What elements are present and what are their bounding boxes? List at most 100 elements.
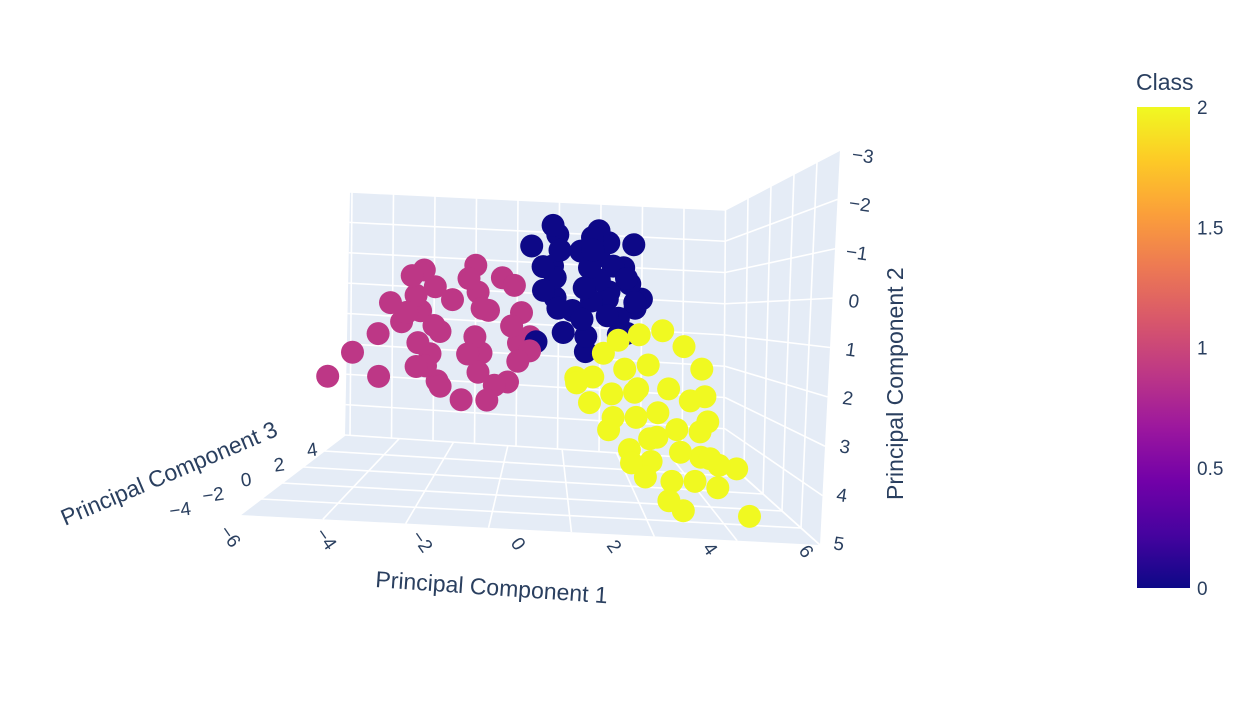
gridline <box>345 403 726 430</box>
data-point-class-0 <box>623 291 647 314</box>
data-point-class-0 <box>574 324 598 348</box>
data-point-class-1 <box>341 340 364 364</box>
gridline <box>349 191 726 211</box>
z-tick-label: 2 <box>273 454 286 476</box>
gridline <box>561 449 573 533</box>
data-point-class-2 <box>633 465 657 489</box>
data-point-class-0 <box>546 296 570 320</box>
y-tick-label: 0 <box>847 291 860 313</box>
data-point-class-0 <box>581 238 605 262</box>
colorbar-gradient <box>1137 107 1190 588</box>
y-tick-label: 4 <box>835 485 849 507</box>
colorbar-tick-label: 0.5 <box>1197 459 1223 480</box>
data-point-class-2 <box>613 357 637 381</box>
data-point-class-2 <box>657 489 681 513</box>
z-tick-label: 0 <box>240 469 253 491</box>
data-point-class-1 <box>506 349 530 373</box>
gridline <box>724 428 823 497</box>
data-point-class-1 <box>400 264 424 288</box>
data-point-class-0 <box>541 213 565 237</box>
gridline <box>724 334 831 349</box>
data-point-class-0 <box>551 321 575 344</box>
y-tick-label: −1 <box>845 242 869 266</box>
data-point-class-0 <box>548 238 572 262</box>
data-point-class-0 <box>572 276 596 300</box>
gridline <box>302 466 764 495</box>
data-point-class-2 <box>600 382 624 406</box>
data-point-class-2 <box>669 440 692 464</box>
data-point-class-2 <box>565 371 589 395</box>
data-point-class-2 <box>725 457 749 481</box>
data-point-class-1 <box>406 331 430 355</box>
data-point-class-2 <box>646 401 670 425</box>
data-point-class-2 <box>683 469 707 493</box>
gridline <box>724 198 838 242</box>
data-point-class-1 <box>475 388 499 412</box>
side-wall-pane <box>725 150 840 545</box>
data-point-class-1 <box>422 314 446 337</box>
z-axis-ticks: −4 −2 024 <box>168 439 319 522</box>
y-tick-label: 1 <box>844 339 857 361</box>
data-point-class-1 <box>395 300 419 324</box>
data-point-class-2 <box>688 420 712 444</box>
gridline <box>670 455 738 542</box>
data-point-class-1 <box>463 325 487 349</box>
x-tick-label: 4 <box>698 539 722 560</box>
data-point-class-2 <box>597 418 621 442</box>
x-tick-label: 0 <box>506 534 529 555</box>
data-points <box>316 213 761 528</box>
y-tick-label: 5 <box>832 533 845 555</box>
data-point-class-0 <box>520 234 544 258</box>
data-point-class-2 <box>636 353 660 377</box>
data-point-class-0 <box>622 233 646 257</box>
y-axis-title: Principal Component 2 <box>882 267 908 500</box>
colorbar-tick-label: 1 <box>1197 339 1208 360</box>
z-tick-label: −2 <box>201 484 225 508</box>
gridline <box>724 365 828 398</box>
data-point-class-2 <box>657 377 681 401</box>
data-point-class-1 <box>404 355 428 378</box>
data-point-class-2 <box>627 323 651 347</box>
data-point-class-1 <box>449 388 473 412</box>
x-tick-label: −4 <box>311 524 341 554</box>
gridline <box>762 185 772 495</box>
data-point-class-0 <box>531 255 555 279</box>
gridline <box>322 438 400 520</box>
data-point-class-1 <box>366 322 390 346</box>
data-point-class-2 <box>626 377 650 401</box>
data-point-class-1 <box>470 296 494 320</box>
data-point-class-2 <box>606 328 630 352</box>
data-point-class-1 <box>423 275 447 299</box>
data-point-class-1 <box>502 273 526 297</box>
data-point-class-2 <box>690 357 714 381</box>
data-point-class-2 <box>665 418 689 442</box>
x-tick-label: −6 <box>215 522 245 552</box>
gridline <box>724 297 833 305</box>
data-point-class-0 <box>615 267 638 290</box>
x-tick-label: −2 <box>407 527 437 557</box>
data-point-class-2 <box>651 319 675 343</box>
data-point-class-1 <box>367 364 391 388</box>
data-point-class-0 <box>570 307 594 331</box>
colorbar-tick-label: 2 <box>1197 98 1208 119</box>
gridline <box>260 498 802 529</box>
gridline <box>344 434 726 461</box>
data-point-class-2 <box>645 425 669 449</box>
data-point-class-1 <box>456 342 480 366</box>
y-tick-label: −3 <box>851 145 875 169</box>
x-axis-title: Principal Component 1 <box>375 566 609 608</box>
data-point-class-2 <box>738 504 761 528</box>
z-tick-label: 4 <box>306 439 320 461</box>
data-point-class-1 <box>466 360 490 384</box>
gridline <box>349 221 726 243</box>
data-point-class-2 <box>591 341 615 365</box>
colorbar-tick-label: 0 <box>1197 579 1208 600</box>
gridline <box>487 445 509 529</box>
gridline <box>724 247 836 274</box>
gridline <box>239 434 346 516</box>
colorbar-title: Class <box>1136 69 1194 95</box>
data-point-class-1 <box>428 374 452 398</box>
data-point-class-0 <box>578 256 601 280</box>
gridline <box>724 396 826 447</box>
